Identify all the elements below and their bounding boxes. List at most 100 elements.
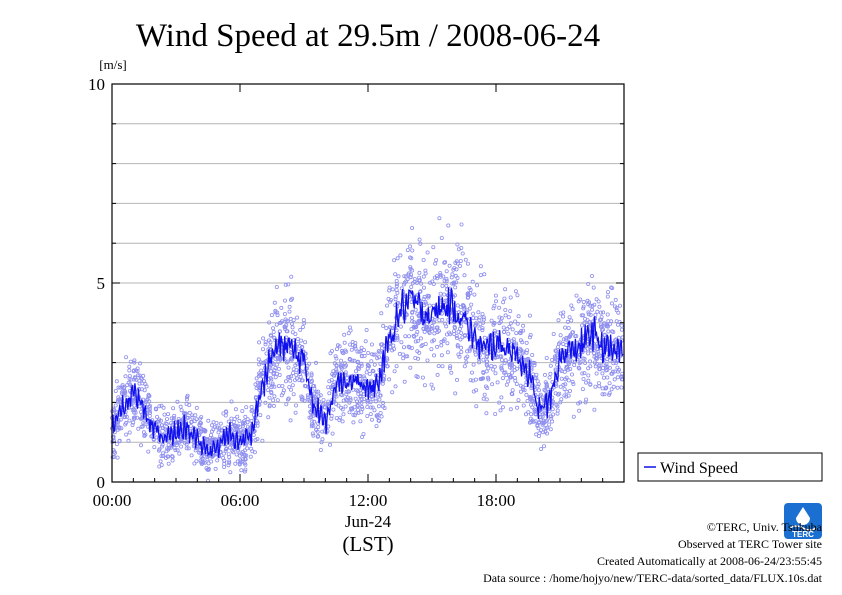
sample-point — [450, 272, 455, 277]
sample-point — [335, 343, 340, 348]
sample-point — [123, 374, 128, 379]
sample-point — [240, 424, 245, 429]
sample-point — [588, 359, 593, 364]
sample-point — [406, 334, 411, 339]
sample-point — [399, 286, 404, 291]
sample-point — [347, 325, 352, 330]
sample-point — [245, 424, 250, 429]
sample-point — [462, 273, 467, 278]
sample-point — [559, 376, 564, 381]
sample-point — [391, 343, 396, 348]
sample-point — [548, 427, 553, 432]
sample-point — [352, 405, 357, 410]
sample-point — [583, 360, 588, 365]
sample-point — [359, 400, 364, 405]
sample-point — [178, 404, 183, 409]
sample-point — [189, 420, 194, 425]
sample-point — [376, 349, 381, 354]
sample-point — [288, 378, 293, 383]
sample-point — [199, 415, 204, 420]
sample-point — [368, 412, 373, 417]
sample-point — [395, 290, 400, 295]
sample-point — [217, 426, 222, 431]
sample-point — [417, 275, 422, 280]
sample-point — [412, 324, 417, 329]
sample-point — [478, 322, 483, 327]
sample-point — [539, 446, 544, 451]
sample-point — [170, 454, 175, 459]
sample-point — [209, 459, 214, 464]
sample-point — [375, 392, 380, 397]
sample-point — [339, 365, 344, 370]
sample-point — [533, 419, 538, 424]
sample-point — [454, 377, 459, 382]
sample-point — [275, 398, 280, 403]
sample-point — [503, 370, 508, 375]
sample-point — [484, 369, 489, 374]
sample-point — [268, 340, 273, 345]
sample-point — [458, 337, 463, 342]
sample-point — [242, 469, 247, 474]
sample-point — [192, 461, 197, 466]
sample-point — [166, 454, 171, 459]
legend: Wind Speed — [637, 452, 823, 482]
sample-point — [527, 335, 532, 340]
sample-point — [481, 350, 486, 355]
sample-point — [393, 297, 398, 302]
sample-point — [551, 331, 556, 336]
sample-point — [311, 433, 316, 438]
sample-point — [489, 318, 494, 323]
sample-point — [243, 452, 248, 457]
sample-point — [431, 338, 436, 343]
sample-point — [206, 418, 211, 423]
sample-point — [418, 241, 423, 246]
sample-point — [541, 421, 546, 426]
sample-point — [547, 422, 552, 427]
sample-point — [548, 371, 553, 376]
sample-point — [243, 467, 248, 472]
sample-point — [508, 407, 513, 412]
sample-point — [316, 433, 321, 438]
sample-point — [474, 283, 479, 288]
sample-point — [162, 426, 167, 431]
sample-point — [258, 360, 263, 365]
sample-point — [572, 363, 577, 368]
sample-point — [159, 423, 164, 428]
sample-point — [209, 423, 214, 428]
sample-point — [544, 381, 549, 386]
sample-point — [540, 414, 545, 419]
sample-point — [600, 392, 605, 397]
sample-point — [598, 310, 603, 315]
sample-point — [454, 333, 459, 338]
sample-point — [597, 318, 602, 323]
sample-point — [222, 458, 227, 463]
sample-point — [249, 404, 254, 409]
sample-point — [559, 369, 564, 374]
sample-point — [543, 419, 548, 424]
sample-point — [385, 364, 390, 369]
sample-point — [340, 350, 345, 355]
sample-point — [314, 427, 319, 432]
sample-point — [452, 324, 457, 329]
sample-point — [328, 351, 333, 356]
sample-point — [171, 415, 176, 420]
sample-point — [193, 448, 198, 453]
sample-point — [596, 381, 601, 386]
sample-point — [477, 326, 482, 331]
sample-point — [318, 447, 323, 452]
sample-point — [570, 372, 575, 377]
sample-point — [294, 376, 299, 381]
sample-point — [548, 414, 553, 419]
sample-point — [402, 274, 407, 279]
sample-point — [422, 383, 427, 388]
sample-point — [473, 347, 478, 352]
sample-point — [293, 403, 298, 408]
sample-point — [190, 415, 195, 420]
sample-point — [442, 292, 447, 297]
sample-point — [405, 354, 410, 359]
sample-point — [379, 346, 384, 351]
sample-point — [359, 361, 364, 366]
sample-point — [274, 284, 279, 289]
sample-point — [269, 389, 274, 394]
sample-point — [367, 371, 372, 376]
